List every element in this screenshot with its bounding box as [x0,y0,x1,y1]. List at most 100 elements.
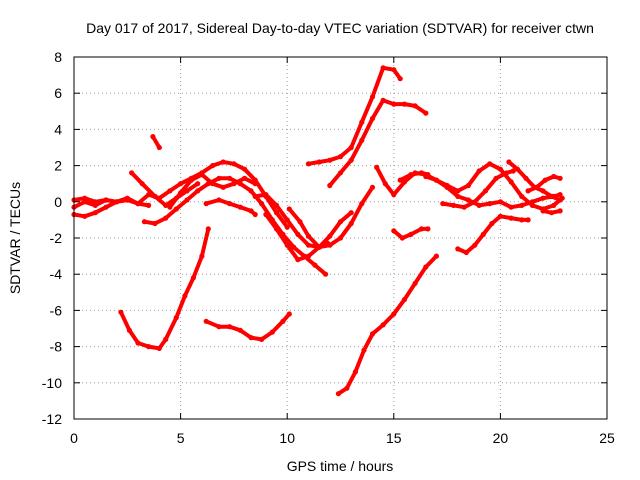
data-point [156,345,162,351]
data-point [286,206,292,212]
data-point [391,67,397,73]
data-point [146,202,152,208]
data-point [103,204,109,210]
x-axis-label: GPS time / hours [287,458,394,474]
data-point [455,188,461,194]
data-point [220,184,226,190]
data-point [374,164,380,170]
data-point [369,115,376,122]
data-point [248,188,254,194]
data-point [291,244,297,250]
x-tick-label: 15 [386,430,402,446]
x-tick-label: 20 [493,430,509,446]
data-point [359,137,365,143]
data-point [305,253,312,259]
data-point [126,327,132,333]
data-point [433,177,439,183]
data-point [242,175,248,181]
data-point [135,201,141,207]
data-point [534,184,540,190]
data-point [220,159,226,165]
data-point [549,193,555,199]
data-point [305,161,312,167]
data-point [337,154,344,160]
x-tick-label: 25 [599,430,615,446]
data-point [401,296,408,303]
data-point [337,219,344,225]
data-point [557,175,563,181]
series-line [118,226,211,351]
data-point [284,224,290,230]
data-point [124,197,130,203]
data-point [323,271,329,277]
data-point [497,166,503,172]
data-point [327,233,333,239]
data-point [248,335,254,341]
data-point [408,172,414,178]
data-point [227,324,233,330]
data-point [557,208,563,214]
data-point [173,315,179,321]
series-arc-19 [391,226,431,241]
data-point [463,249,469,256]
series-arc-6 [150,134,162,151]
series-arc-11 [252,184,376,250]
data-point [216,197,222,203]
data-point [248,208,254,214]
data-point [259,336,265,342]
data-point [465,182,471,189]
series-arc-22 [455,213,531,256]
data-point [129,170,135,176]
data-point [295,257,301,263]
data-point [216,324,222,330]
data-point [139,181,145,187]
data-point [92,199,98,205]
data-point [540,195,546,201]
y-tick-label: 0 [54,194,62,210]
data-point [380,65,386,71]
data-point [418,226,425,232]
data-point [382,181,388,187]
data-point [284,242,290,248]
data-point [118,309,124,315]
data-point [369,184,376,190]
data-point [359,119,365,125]
data-point [92,202,98,208]
y-tick-label: 4 [54,121,62,137]
data-point [152,193,158,199]
data-point [237,204,243,210]
data-point [423,173,429,180]
series-line [327,98,428,188]
data-point [487,201,493,207]
series-arc-21 [440,168,516,210]
data-point [476,168,482,174]
data-point [178,181,184,187]
data-point [361,347,367,353]
data-point [440,201,446,207]
data-point [167,188,173,194]
data-point [510,168,516,174]
data-point [316,159,322,165]
data-point [284,217,290,223]
series-arc-7 [167,172,258,210]
data-point [216,175,222,181]
data-point [199,172,205,178]
data-point [327,182,333,189]
data-point [399,235,405,241]
y-tick-label: 8 [54,49,62,65]
data-point [397,76,403,82]
data-point [163,336,169,342]
data-point [188,177,194,183]
data-point [401,101,408,107]
data-point [325,240,331,246]
data-point [540,188,546,194]
data-point [508,179,514,185]
data-point [412,103,418,109]
data-point [210,181,216,187]
data-point [352,369,358,375]
data-point [348,144,354,151]
series-arc-16 [335,253,439,397]
data-point [237,327,243,333]
data-point [344,385,350,391]
